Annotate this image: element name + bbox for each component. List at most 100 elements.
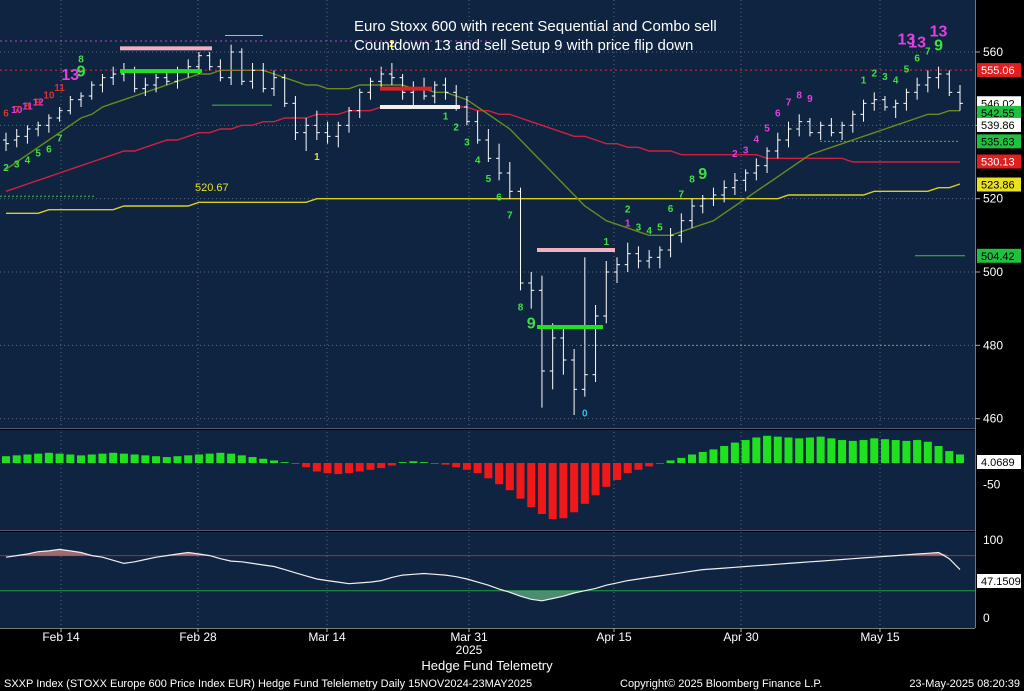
ohlc-bar-1 <box>13 129 20 148</box>
osc-bar-82 <box>880 439 889 463</box>
value-badge-text-3: 539.86 <box>981 120 1015 132</box>
ohlc-bar-65 <box>699 195 706 214</box>
ohlc-bar-21 <box>228 44 235 85</box>
osc-bar-33 <box>355 463 364 472</box>
osc-bar-75 <box>805 437 814 463</box>
osc-bar-22 <box>237 455 246 463</box>
td-label-12: 9 <box>35 98 41 109</box>
support-bar-1 <box>120 69 202 74</box>
osc-bar-70 <box>752 437 761 463</box>
ohlc-bar-59 <box>635 246 642 269</box>
td-label-7: 6 <box>46 145 52 156</box>
osc-bar-71 <box>763 435 772 463</box>
osc-bar-56 <box>602 463 611 487</box>
td-label-26: 8 <box>518 302 524 313</box>
td-label-47: 9 <box>807 94 813 105</box>
osc-bar-37 <box>398 462 407 463</box>
osc-bar-16 <box>173 456 182 463</box>
ohlc-bar-80 <box>860 99 867 122</box>
osc-bar-59 <box>634 463 643 470</box>
osc-bar-42 <box>452 463 461 468</box>
osc-bar-87 <box>934 446 943 463</box>
x-tick-label-1: Feb 28 <box>179 630 217 644</box>
ht-line-path <box>5 548 961 602</box>
ohlc-bar-19 <box>206 52 213 71</box>
x-tick-label-2: Mar 14 <box>308 630 346 644</box>
support-bar-3 <box>537 325 603 329</box>
osc-bar-83 <box>891 440 900 463</box>
ma-long-line <box>6 183 961 215</box>
td-label-30: 2 <box>625 205 631 216</box>
value-badge-text-6: 523.86 <box>981 180 1015 192</box>
ohlc-bar-50 <box>538 275 545 408</box>
value-badge-bg-6 <box>977 177 1021 192</box>
osc-value-badge-bg <box>977 455 1021 469</box>
ohlc-bar-45 <box>485 129 492 162</box>
td-label-23: 5 <box>486 174 492 185</box>
osc-value-badge-text: 4.0689 <box>981 457 1015 469</box>
osc-bar-26 <box>280 462 289 463</box>
ohlc-bar-77 <box>828 118 835 137</box>
td-label-51: 4 <box>893 76 899 87</box>
ohlc-bar-5 <box>56 107 63 122</box>
ohlc-bar-13 <box>142 77 149 96</box>
support-bar-2 <box>380 105 460 109</box>
ohlc-bar-61 <box>656 246 663 269</box>
td-label-43: 5 <box>764 123 770 134</box>
y-tick-price-1: 480 <box>983 338 1003 352</box>
osc-bar-21 <box>227 453 236 463</box>
ohlc-bar-85 <box>914 77 921 100</box>
y-tick-price-5: 560 <box>983 45 1003 59</box>
ohlc-bar-7 <box>78 92 85 107</box>
ohlc-bar-4 <box>45 114 52 133</box>
ohlc-bar-34 <box>367 77 374 100</box>
td-label-14: 11 <box>54 83 65 94</box>
osc-bar-2 <box>23 454 32 463</box>
osc-bar-8 <box>87 454 96 463</box>
td-label-52: 5 <box>904 65 910 76</box>
osc-bar-86 <box>923 441 932 463</box>
ohlc-bar-14 <box>153 74 160 93</box>
value-badge-text-0: 555.06 <box>981 65 1015 77</box>
osc-bar-38 <box>409 461 418 463</box>
osc-bar-23 <box>248 457 257 463</box>
ohlc-bar-55 <box>592 305 599 382</box>
ohlc-bar-64 <box>689 198 696 228</box>
ohlc-bar-52 <box>560 327 567 375</box>
td-label-9: 6 <box>3 109 9 120</box>
ohlc-bar-47 <box>506 162 513 199</box>
gridlines <box>0 0 975 628</box>
td-label-42: 4 <box>754 134 760 145</box>
ohlc-bar-2 <box>24 125 31 144</box>
osc-bar-7 <box>77 455 86 463</box>
osc-bar-30 <box>323 463 332 474</box>
td-label-46: 8 <box>796 90 802 101</box>
osc-bar-28 <box>302 463 311 468</box>
ohlc-bar-22 <box>238 48 245 85</box>
td-label-37: 9 <box>698 166 707 183</box>
osc-bar-74 <box>795 438 804 463</box>
resistance-bar-1 <box>120 46 212 51</box>
td-label-18: 2 <box>389 39 395 50</box>
x-axis-labels: Feb 14 Feb 28 Mar 14 Mar 31 Apr 15 Apr 30 May … <box>42 628 900 657</box>
ohlc-bar-83 <box>892 99 899 118</box>
osc-bar-53 <box>570 463 579 513</box>
value-badge-bg-2 <box>977 105 1021 120</box>
osc-bar-17 <box>184 455 193 463</box>
oscillator-bars <box>1 435 965 520</box>
ohlc-bar-0 <box>3 132 9 151</box>
x-tick-label-4: Apr 15 <box>596 630 632 644</box>
value-badge-6: 523.86 <box>977 177 1021 192</box>
ohlc-bar-78 <box>839 121 846 140</box>
osc-bar-65 <box>698 451 707 463</box>
td-label-11: 8 <box>25 101 31 112</box>
osc-bar-44 <box>473 463 482 474</box>
ht-value-badge-text: 47.1509 <box>981 576 1021 588</box>
value-badge-text-5: 530.13 <box>981 157 1015 169</box>
osc-bar-80 <box>859 440 868 463</box>
osc-bar-89 <box>955 454 965 463</box>
td-label-39: 0 <box>582 409 588 420</box>
osc-bar-81 <box>870 438 879 463</box>
osc-bar-13 <box>141 455 150 463</box>
